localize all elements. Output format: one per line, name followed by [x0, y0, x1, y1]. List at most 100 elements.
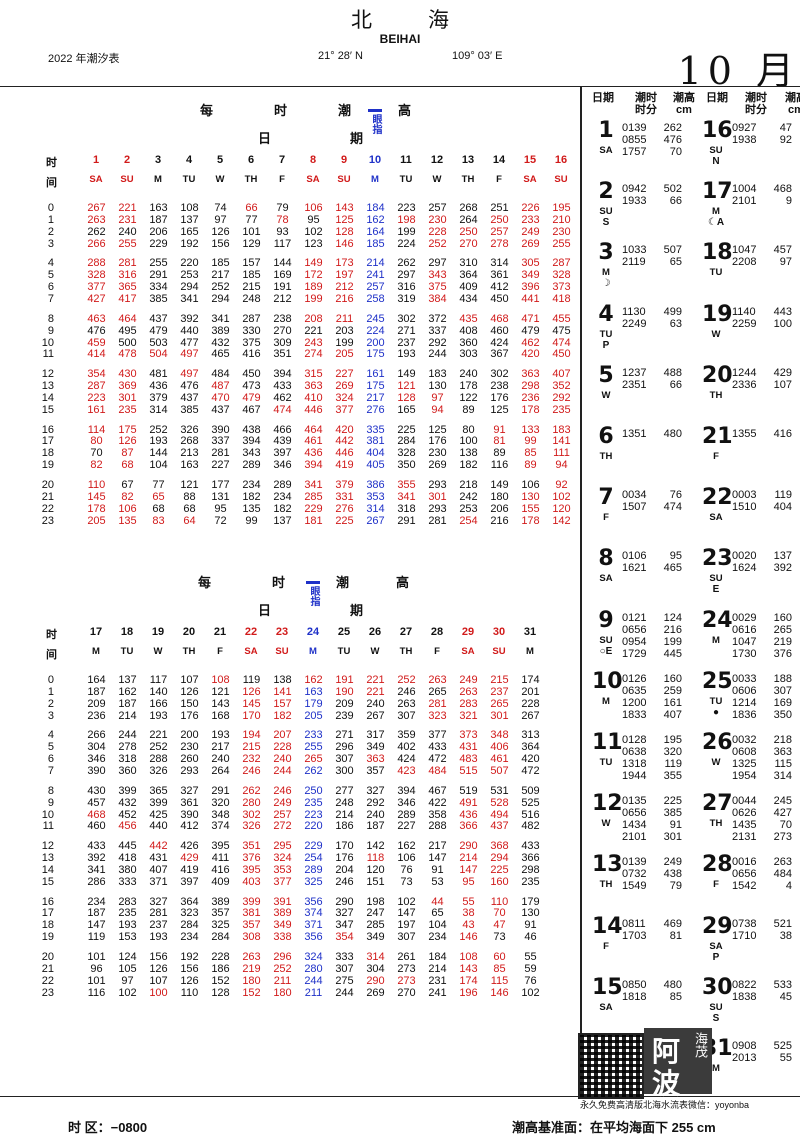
weekday: SA — [599, 145, 613, 156]
day-number: 2 — [598, 179, 614, 205]
height-cell: 146 — [459, 931, 478, 944]
height-cell: 126 — [242, 685, 261, 698]
height-cell: 101 — [242, 225, 261, 238]
height-cell: 349 — [366, 931, 385, 944]
day-number: 28 — [702, 852, 733, 878]
tide-time: 1435 — [732, 819, 757, 832]
height-cell: 60 — [493, 951, 506, 963]
height-cell: 106 — [118, 502, 137, 515]
tide-height: 476 — [663, 134, 682, 146]
height-cell: 426 — [180, 840, 199, 853]
weekday: F — [713, 879, 719, 891]
height-cell: 221 — [366, 685, 385, 698]
height-cell: 267 — [366, 709, 385, 722]
height-cell: 117 — [149, 674, 168, 686]
height-cell: 295 — [273, 840, 292, 853]
height-cell: 461 — [304, 435, 323, 448]
height-cell: 207 — [273, 729, 292, 742]
height-cell: 374 — [211, 820, 230, 833]
height-cell: 85 — [493, 962, 506, 975]
height-cell: 221 — [366, 674, 385, 686]
height-cell: 220 — [304, 820, 323, 833]
height-cell: 491 — [459, 796, 478, 809]
height-cell: 252 — [428, 237, 447, 250]
height-cell: 377 — [335, 403, 354, 416]
height-cell: 420 — [335, 423, 354, 436]
height-cell: 327 — [335, 907, 354, 920]
height-cell: 193 — [211, 729, 230, 742]
height-cell: 389 — [211, 324, 230, 337]
height-cell: 301 — [490, 709, 509, 722]
tide-time: 0738 — [732, 917, 757, 930]
height-cell: 117 — [273, 237, 292, 250]
height-cell: 149 — [490, 479, 509, 491]
weekday: SA — [461, 646, 475, 657]
height-cell: 273 — [397, 974, 416, 987]
section-label: 期 — [350, 603, 364, 618]
height-cell: 157 — [273, 697, 292, 710]
height-cell: 110 — [490, 895, 509, 908]
height-cell: 238 — [490, 380, 509, 393]
height-cell: 437 — [211, 403, 230, 416]
hour-index: 1 — [47, 213, 54, 226]
height-cell: 418 — [552, 292, 571, 305]
height-cell: 301 — [428, 490, 447, 503]
height-cell: 146 — [335, 237, 354, 250]
hour-index: 17 — [41, 435, 54, 448]
height-cell: 284 — [397, 435, 416, 448]
section-label: 日 — [258, 131, 272, 146]
height-cell: 474 — [552, 336, 571, 349]
weekday: W — [215, 174, 225, 185]
tide-height: 119 — [664, 758, 682, 770]
height-cell: 178 — [87, 502, 106, 515]
height-cell: 364 — [180, 895, 199, 908]
height-cell: 38 — [462, 907, 475, 920]
day-number: 9 — [340, 154, 348, 166]
height-cell: 433 — [273, 380, 292, 393]
height-cell: 432 — [118, 796, 137, 809]
tide-time: 1954 — [732, 770, 757, 782]
tide-height: 480 — [663, 428, 682, 440]
height-cell: 215 — [490, 674, 509, 686]
day-number: 18 — [120, 626, 134, 638]
height-cell: 268 — [180, 435, 199, 448]
height-cell: 218 — [459, 479, 478, 491]
day-number: 1 — [92, 154, 100, 166]
height-cell: 482 — [521, 820, 540, 833]
height-cell: 318 — [397, 502, 416, 515]
height-cell: 212 — [335, 281, 354, 294]
height-cell: 288 — [87, 257, 106, 270]
weekday: W — [601, 389, 611, 401]
day-number: 9 — [598, 607, 614, 633]
height-cell: 503 — [149, 336, 168, 349]
height-cell: 193 — [149, 709, 168, 722]
tide-time: 2259 — [732, 317, 757, 330]
height-cell: 77 — [245, 213, 258, 226]
height-cell: 283 — [118, 895, 137, 908]
height-cell: 163 — [180, 459, 199, 472]
height-cell: 190 — [335, 685, 354, 698]
height-cell: 184 — [366, 202, 385, 214]
height-cell: 331 — [335, 490, 354, 503]
height-cell: 484 — [428, 764, 447, 777]
height-cell: 346 — [397, 796, 416, 809]
height-cell: 120 — [366, 863, 385, 876]
tide-height: 533 — [773, 978, 792, 991]
tide-time: 0908 — [732, 1040, 757, 1052]
height-cell: 88 — [183, 490, 196, 503]
hour-index: 22 — [41, 502, 54, 515]
height-cell: 106 — [397, 852, 416, 865]
height-cell: 80 — [462, 423, 475, 436]
height-cell: 97 — [214, 213, 227, 226]
weekday: F — [713, 451, 719, 462]
height-cell: 99 — [245, 514, 258, 527]
height-cell: 474 — [273, 403, 292, 416]
height-cell: 169 — [273, 269, 292, 282]
hour-index: 2 — [47, 697, 54, 710]
height-cell: 43 — [462, 919, 475, 932]
height-cell: 455 — [552, 312, 571, 325]
tide-height: 480 — [663, 978, 682, 991]
weekday: TU — [182, 174, 196, 185]
height-cell: 385 — [149, 292, 168, 305]
height-cell: 216 — [335, 292, 354, 305]
